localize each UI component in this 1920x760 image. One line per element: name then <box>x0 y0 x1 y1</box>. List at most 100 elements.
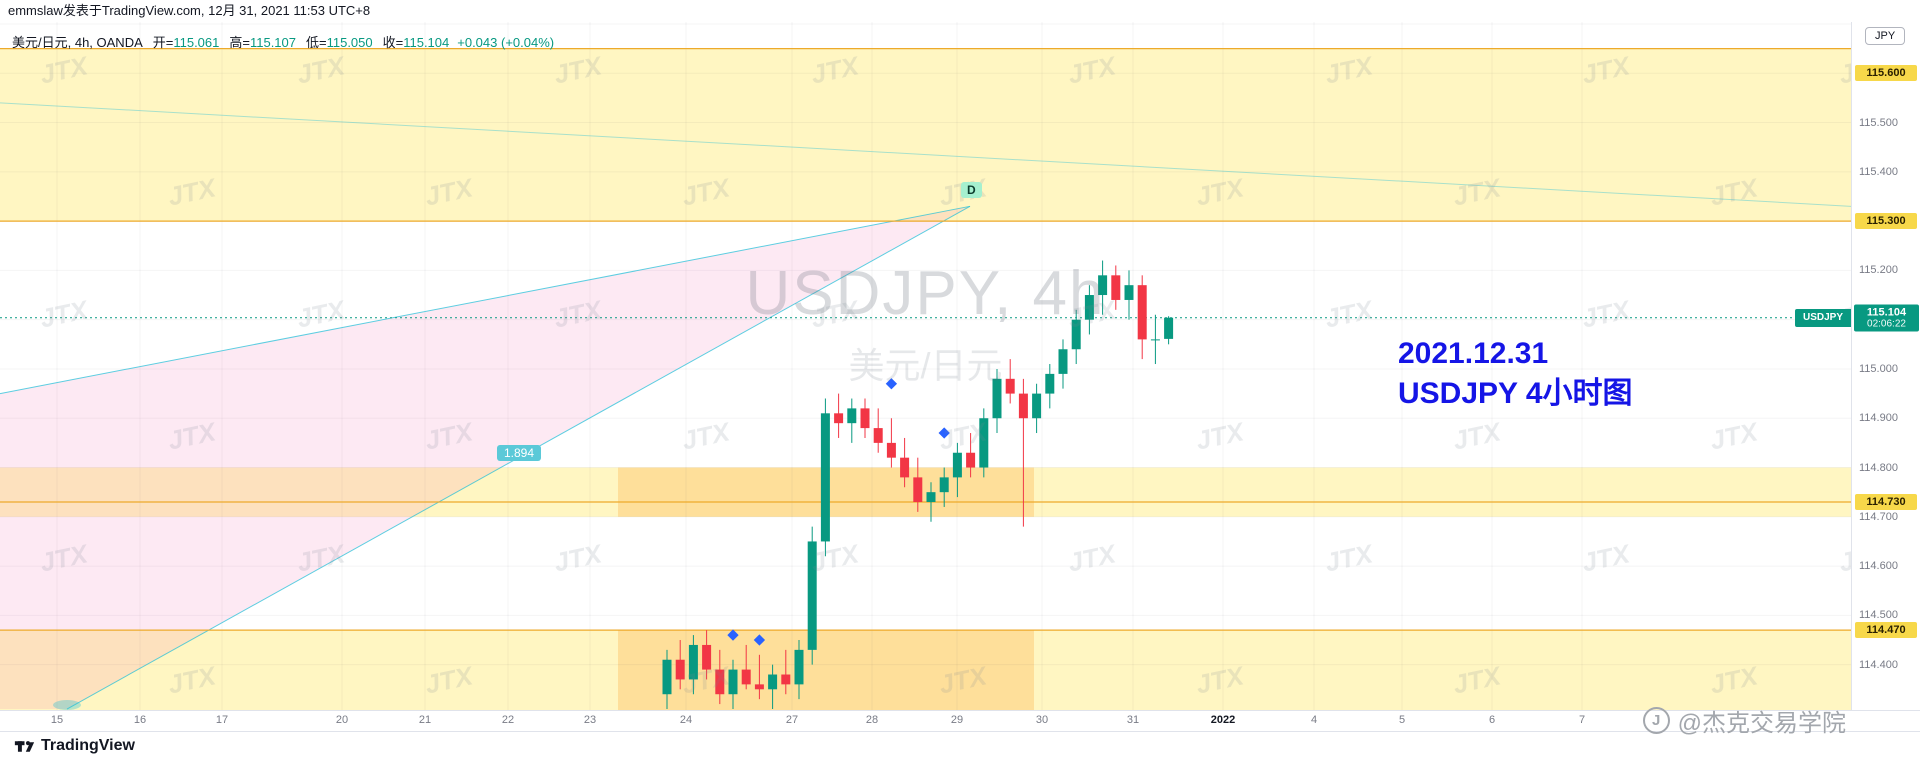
footer-bar: TradingView <box>0 731 1920 760</box>
candle-body <box>715 669 725 695</box>
pattern-diamond-marker[interactable] <box>885 378 898 390</box>
time-tick: 29 <box>950 714 964 726</box>
ohlc-close-label: 收= <box>382 35 404 50</box>
candle-body <box>675 659 685 680</box>
candle-body <box>1084 295 1094 320</box>
trendline[interactable] <box>0 102 1851 207</box>
attribution-text: emmslaw发表于TradingView.com, 12月 31, 2021 … <box>8 3 371 18</box>
time-tick: 28 <box>865 714 879 726</box>
ohlc-close-value: 115.104 <box>403 35 450 50</box>
channel-watermark-text: @杰克交易学院 <box>1677 710 1846 737</box>
pattern-anchor-point[interactable] <box>53 700 81 710</box>
annotation-title: USDJPY 4小时图 <box>1398 377 1633 410</box>
candle-body <box>979 418 989 468</box>
highlight-band <box>0 467 1851 517</box>
candle-body <box>913 477 923 503</box>
highlight-band <box>0 630 1851 710</box>
candle-body <box>1071 319 1081 350</box>
candle-body <box>1124 285 1134 300</box>
pattern-diamond-marker[interactable] <box>938 427 950 439</box>
ohlc-open-value: 115.061 <box>173 35 220 50</box>
time-tick: 16 <box>133 714 147 726</box>
symbol-info-bar[interactable]: 美元/日元, 4h, OANDA 开=115.061 高=115.107 低= 115.… <box>12 32 554 51</box>
candle-body <box>768 674 778 690</box>
candle-body <box>1164 317 1174 339</box>
ohlc-open-label: 开= <box>152 35 174 50</box>
candle-body <box>662 659 672 695</box>
time-tick: 21 <box>418 714 432 726</box>
ohlc-low-label: 低= <box>306 35 327 50</box>
candle-body <box>860 408 870 429</box>
currency-toggle[interactable]: JPY <box>1865 27 1906 45</box>
price-tick: 114.400 <box>1859 658 1898 671</box>
tradingview-logo-icon <box>14 736 35 757</box>
candle-body <box>1150 339 1160 341</box>
time-tick: 4 <box>1310 714 1318 726</box>
symbol-change: +0.043 (+0.04%) <box>457 35 555 50</box>
supply-demand-zone[interactable] <box>618 630 1034 710</box>
candle-body <box>1111 275 1121 300</box>
candle-body <box>820 413 830 542</box>
candle-body <box>794 649 804 685</box>
price-axis[interactable]: JPY 115.104 02:06:22 115.600 115.500 115.4… <box>1851 22 1920 710</box>
candle-body <box>1058 349 1068 374</box>
price-tick: 114.500 <box>1859 609 1898 622</box>
price-level-badge: 115.600 <box>1855 65 1917 82</box>
price-tick: 115.200 <box>1859 264 1898 277</box>
candle-body <box>754 684 764 690</box>
time-tick: 30 <box>1035 714 1049 726</box>
candle-body <box>926 492 936 503</box>
candle-body <box>781 674 791 685</box>
time-tick: 15 <box>50 714 64 726</box>
candle-body <box>728 669 738 695</box>
time-tick: 20 <box>335 714 349 726</box>
annotation-date: 2021.12.31 <box>1398 337 1549 370</box>
candle-body <box>900 457 910 478</box>
candle-body <box>992 378 1002 419</box>
ohlc-high-value: 115.107 <box>249 35 296 50</box>
fib-ratio-label[interactable]: 1.894 <box>497 445 542 462</box>
tradingview-brand-text: TradingView <box>41 737 135 754</box>
candle-body <box>807 541 817 650</box>
candle-body <box>1098 275 1108 296</box>
candle-body <box>1137 285 1147 340</box>
candle-body <box>1005 378 1015 394</box>
time-tick: 2022 <box>1210 714 1236 726</box>
time-axis[interactable]: 15 16 17 20 21 22 23 24 27 28 29 30 31 2022 4 5 6 7 <box>0 710 1920 731</box>
time-tick: 27 <box>785 714 799 726</box>
time-tick: 17 <box>215 714 229 726</box>
candle-body <box>1018 393 1028 419</box>
bar-countdown: 02:06:22 <box>1867 318 1906 330</box>
price-tick: 115.000 <box>1859 362 1898 375</box>
channel-logo-icon: J <box>1642 707 1670 734</box>
ohlc-high-label: 高= <box>229 35 250 50</box>
harmonic-pattern-fill[interactable] <box>0 206 970 710</box>
pattern-upper-edge[interactable] <box>0 205 971 395</box>
price-tick: 115.400 <box>1859 165 1898 178</box>
candle-body <box>966 452 976 468</box>
channel-watermark: J @杰克交易学院 <box>1642 703 1846 738</box>
candle-body <box>952 452 962 478</box>
candle-body <box>741 669 751 685</box>
price-tick: 115.500 <box>1859 116 1898 129</box>
price-level-badge: 114.470 <box>1855 622 1917 639</box>
highlight-band <box>0 48 1851 222</box>
time-tick: 22 <box>501 714 515 726</box>
candle-body <box>1032 393 1042 419</box>
time-tick: 23 <box>583 714 597 726</box>
time-tick: 24 <box>679 714 693 726</box>
last-price-badge: 115.104 02:06:22 <box>1854 304 1919 332</box>
last-price-symbol-tag: USDJPY <box>1794 308 1851 327</box>
analyst-annotation: 2021.12.31 USDJPY 4小时图 <box>1398 334 1633 414</box>
price-tick: 114.600 <box>1859 560 1898 573</box>
time-tick: 31 <box>1126 714 1140 726</box>
price-tick: 114.800 <box>1859 461 1898 474</box>
tradingview-brand-link[interactable]: TradingView <box>14 736 135 757</box>
price-tick: 114.900 <box>1859 412 1898 425</box>
pattern-point-d-label[interactable]: D <box>961 182 982 199</box>
last-price-value: 115.104 <box>1866 306 1907 319</box>
candle-body <box>702 644 712 670</box>
chart-pane[interactable]: USDJPY, 4h 美元/日元 JTX JTX JTX JTX JTX JTX JTX JT… <box>0 22 1851 710</box>
symbol-title: 美元/日元, 4h, OANDA <box>12 35 143 50</box>
